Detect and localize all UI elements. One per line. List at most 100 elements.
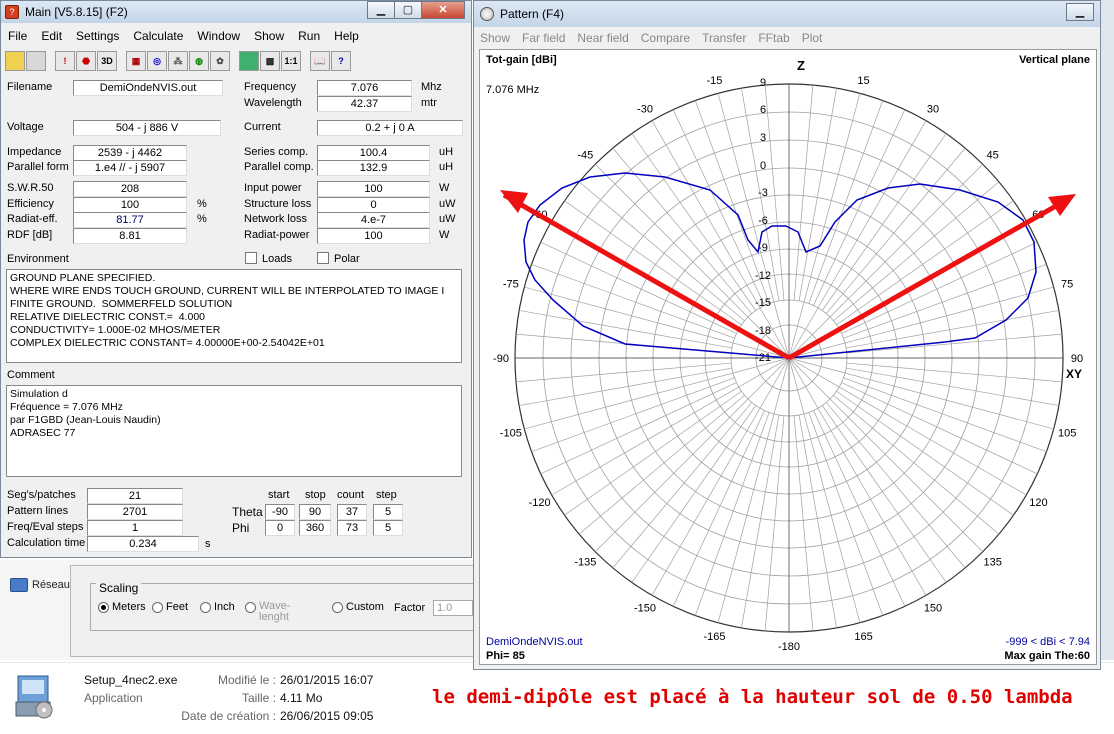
radio-icon [152, 602, 163, 613]
grid-radial [821, 133, 947, 311]
grid-radial [808, 412, 884, 616]
input-power-label: Input power [244, 182, 302, 194]
book-icon[interactable]: 📖 [310, 51, 330, 71]
polar-label: Polar [334, 253, 360, 265]
network-loss-field: 4.e-7 [317, 212, 430, 228]
created-value: 26/06/2015 09:05 [280, 709, 374, 723]
menu-run[interactable]: Run [298, 29, 321, 43]
settings-icon[interactable]: ✿ [210, 51, 230, 71]
menu-edit[interactable]: Edit [41, 29, 63, 43]
grid-radial [631, 133, 757, 311]
theta-count-field[interactable]: 37 [337, 504, 367, 520]
current-label: Current [244, 121, 281, 133]
grid-radial [651, 120, 790, 359]
pattern-menu-fftab[interactable]: FFtab [758, 31, 790, 45]
parallel-form-label: Parallel form [7, 161, 69, 173]
meters-radio[interactable]: Meters [98, 601, 146, 613]
pattern-minimize-button[interactable]: ▁ [1066, 3, 1094, 21]
pattern-plot-area[interactable]: -1515-3030-4545-6060-7575-9090-105105-12… [479, 49, 1097, 665]
grid-radial [788, 357, 1054, 430]
phi-start-field[interactable]: 0 [265, 520, 295, 536]
close-button[interactable]: ✕ [421, 1, 465, 19]
scale-icon[interactable]: 1:1 [281, 51, 301, 71]
wavelength-radio[interactable]: Wave- lenght [245, 601, 297, 623]
pattern-menu-plot[interactable]: Plot [801, 31, 823, 45]
help-icon[interactable]: ? [331, 51, 351, 71]
angle-label: 90 [1071, 353, 1083, 365]
pattern-menu-transfer[interactable]: Transfer [702, 31, 747, 45]
freq-text: 7.076 MHz [486, 84, 540, 96]
theta-start-field[interactable]: -90 [265, 504, 295, 520]
grid-radial [788, 357, 927, 596]
grid-radial [841, 382, 1038, 475]
loads-label: Loads [262, 253, 292, 265]
db-label: 9 [760, 77, 766, 89]
input-power-field: 100 [317, 181, 430, 197]
radiat-eff-unit: % [197, 213, 207, 225]
calculator-icon[interactable] [239, 51, 259, 71]
menu-show[interactable]: Show [254, 29, 285, 43]
network-loss-unit: uW [439, 213, 456, 225]
menu-help[interactable]: Help [334, 29, 359, 43]
pattern-menu-far-field[interactable]: Far field [522, 31, 566, 45]
grid-icon[interactable]: ▩ [260, 51, 280, 71]
pattern-titlebar[interactable]: Pattern (F4) ▁ [474, 1, 1100, 27]
environment-label: Environment [7, 253, 69, 265]
sweep-icon[interactable]: ⁂ [168, 51, 188, 71]
theta-stop-field[interactable]: 90 [299, 504, 331, 520]
geometry-icon[interactable]: ! [55, 51, 75, 71]
filename-field: DemiOndeNVIS.out [73, 80, 223, 96]
pattern-menu-compare[interactable]: Compare [640, 31, 691, 45]
feet-radio[interactable]: Feet [152, 601, 188, 613]
main-titlebar[interactable]: ? Main [V5.8.15] (F2) [1, 1, 471, 23]
series-comp-field: 100.4 [317, 145, 430, 161]
grid-radial [836, 390, 1014, 516]
angle-label: -165 [703, 631, 725, 643]
angle-label: 150 [924, 602, 942, 614]
view-3d-icon[interactable]: 3D [97, 51, 117, 71]
optimizer-icon[interactable]: ◍ [189, 51, 209, 71]
menu-window[interactable]: Window [197, 29, 241, 43]
menu-file[interactable]: File [8, 29, 28, 43]
polar-checkbox[interactable] [317, 252, 329, 264]
radiat-power-unit: W [439, 229, 450, 241]
phi-step-field[interactable]: 5 [373, 520, 403, 536]
comment-text[interactable]: Simulation d Fréquence = 7.076 MHz par F… [6, 385, 462, 477]
network-loss-label: Network loss [244, 213, 307, 225]
custom-radio[interactable]: Custom [332, 601, 384, 613]
generate-icon[interactable]: ⬣ [76, 51, 96, 71]
pattern-menu-near-field[interactable]: Near field [577, 31, 629, 45]
inch-radio[interactable]: Inch [200, 601, 235, 613]
factor-input[interactable]: 1.0 [433, 600, 473, 616]
pattern-icon[interactable]: ▦ [126, 51, 146, 71]
phi-stop-field[interactable]: 360 [299, 520, 331, 536]
loads-checkbox[interactable] [245, 252, 257, 264]
grid-radial [595, 164, 790, 359]
environment-text[interactable]: GROUND PLANE SPECIFIED. WHERE WIRE ENDS … [6, 269, 462, 363]
grid-radial [846, 333, 1062, 354]
angle-label: -135 [574, 557, 596, 569]
parallel-comp-label: Parallel comp. [244, 161, 314, 173]
pattern-menu-show[interactable]: Show [480, 31, 511, 45]
network-nav-item[interactable]: Réseau [10, 578, 70, 592]
grid-radial [836, 200, 1014, 326]
swr-label: S.W.R.50 [7, 182, 54, 194]
save-icon[interactable] [26, 51, 46, 71]
menu-calculate[interactable]: Calculate [133, 29, 184, 43]
theta-step-field[interactable]: 5 [373, 504, 403, 520]
open-file-icon[interactable] [5, 51, 25, 71]
network-icon [10, 578, 28, 592]
frequency-label: Frequency [244, 81, 296, 93]
maximize-button[interactable]: ▢ [394, 1, 422, 19]
grid-radial [841, 241, 1038, 334]
minimize-button[interactable]: ▁ [367, 1, 395, 19]
grid-radial [531, 377, 735, 453]
file-type: Application [84, 691, 143, 705]
pattern-window-controls: ▁ [1066, 3, 1094, 21]
phi-label: Phi [232, 521, 250, 535]
phi-count-field[interactable]: 73 [337, 520, 367, 536]
nearfield-icon[interactable]: ◎ [147, 51, 167, 71]
background-window-edge [1101, 0, 1114, 660]
calc-time-field: 0.234 [87, 536, 199, 552]
menu-settings[interactable]: Settings [76, 29, 120, 43]
